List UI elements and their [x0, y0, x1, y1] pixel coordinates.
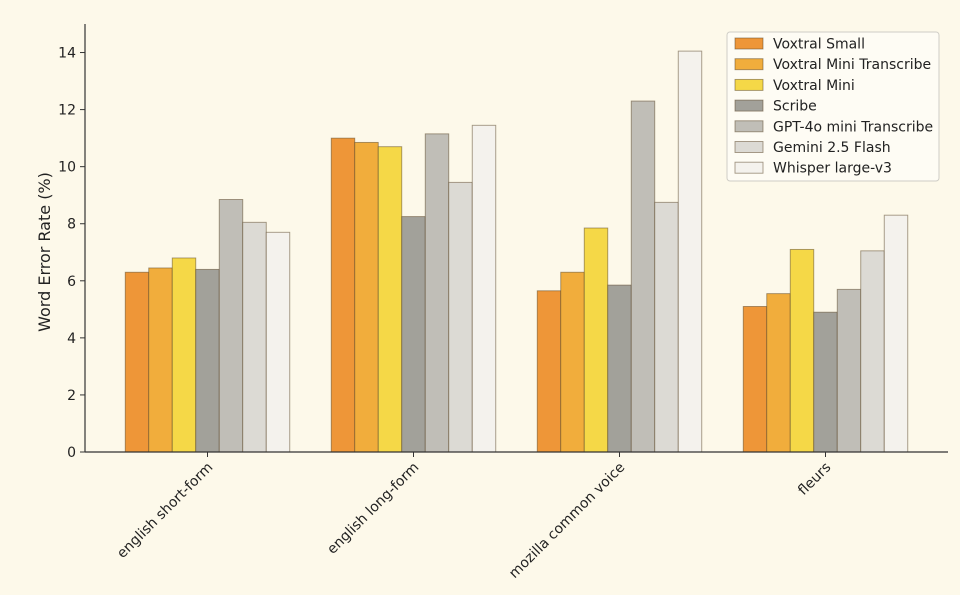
bar [766, 293, 791, 453]
bar [883, 214, 909, 453]
y-axis-label: Word Error Rate (%) [35, 172, 54, 332]
legend-label: Voxtral Mini [773, 78, 855, 94]
bar [789, 248, 815, 453]
y-tick-label: 12 [58, 103, 76, 119]
y-tick-label: 10 [58, 160, 76, 176]
x-ticks: english short-form english long-form mozil… [114, 452, 834, 582]
bar [218, 199, 244, 453]
bar [448, 181, 473, 453]
series-gemini-2-5-flash [242, 181, 885, 453]
bar [630, 100, 656, 453]
legend-swatch [734, 58, 764, 71]
bar [401, 216, 426, 453]
legend-swatch [734, 99, 764, 112]
bar [171, 257, 197, 453]
bar [677, 50, 703, 453]
bar [242, 221, 267, 453]
legend-label: Whisper large-v3 [773, 161, 892, 177]
legend-label: Scribe [773, 99, 817, 115]
bar [265, 231, 291, 453]
x-tick-label: english short-form [114, 460, 216, 562]
bar [560, 271, 585, 453]
bar [583, 227, 609, 453]
y-tick-label: 2 [67, 388, 76, 404]
series-gpt-4o-mini-transcribe [218, 100, 862, 453]
y-tick-label: 6 [67, 274, 76, 290]
legend-swatch [734, 141, 764, 153]
y-tick-label: 4 [67, 331, 76, 347]
series-whisper-large-v3 [265, 50, 909, 453]
bar [813, 311, 838, 453]
legend-label: Gemini 2.5 Flash [773, 140, 891, 156]
bar [195, 268, 220, 453]
legend-frame [726, 31, 940, 182]
legend-label: Voxtral Mini Transcribe [773, 57, 931, 73]
legend-swatch [734, 161, 764, 174]
bar [860, 250, 885, 453]
legend-label: GPT-4o mini Transcribe [773, 119, 933, 135]
legend-swatch [734, 37, 764, 50]
legend-swatch [734, 78, 764, 91]
bar [377, 146, 403, 453]
bar [330, 137, 356, 453]
bar [607, 284, 632, 453]
y-tick-label: 0 [67, 445, 76, 461]
bars-layer [124, 50, 909, 453]
series-voxtral-mini [171, 146, 815, 453]
x-tick-label: english long-form [324, 460, 422, 558]
y-tick-label: 14 [58, 46, 76, 62]
legend-label: Voxtral Small [773, 37, 865, 53]
bar [424, 133, 450, 453]
x-tick-label: fleurs [795, 460, 834, 499]
y-ticks: 0 2 4 6 8 10 12 14 [58, 46, 85, 461]
bar [354, 141, 379, 453]
legend: Voxtral Small Voxtral Mini Transcribe Voxt… [726, 31, 940, 182]
y-tick-label: 8 [67, 217, 76, 233]
x-tick-label: mozilla common voice [506, 460, 628, 582]
series-scribe [195, 216, 838, 453]
bar [124, 271, 150, 453]
legend-swatch [734, 120, 764, 133]
bar [148, 267, 173, 453]
series-voxtral-mini-transcribe [148, 141, 791, 453]
bar [536, 290, 562, 453]
bar [836, 288, 862, 453]
bar [654, 201, 679, 453]
bar [471, 124, 497, 453]
axes-layer [84, 24, 948, 453]
bar [742, 306, 768, 453]
